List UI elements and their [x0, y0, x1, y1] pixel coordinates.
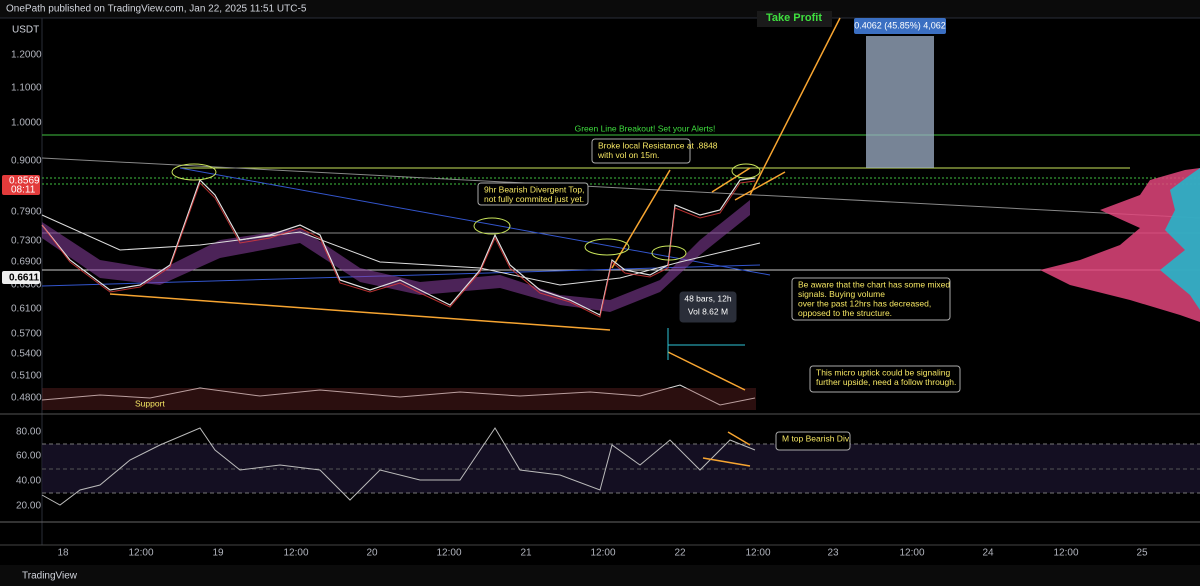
annotation-text: Vol 8.62 M: [688, 306, 728, 316]
time-label: 23: [827, 548, 839, 559]
trend-line: [41, 157, 1200, 219]
annotation-text: further upside, need a follow through.: [816, 377, 956, 387]
price-label: 0.4800: [11, 393, 42, 404]
time-label: 19: [212, 548, 224, 559]
time-label: 18: [57, 548, 69, 559]
header-text: OnePath published on TradingView.com, Ja…: [6, 4, 307, 15]
annotation-text: Green Line Breakout! Set your Alerts!: [575, 123, 716, 133]
price-label: 0.6900: [11, 257, 42, 268]
tp-label-bg: [757, 11, 832, 27]
annotation-text: 48 bars, 12h: [684, 293, 732, 303]
annotation-text: Be aware that the chart has some mixed: [798, 279, 950, 289]
annotation-text: Support: [135, 398, 165, 408]
rsi-label: 20.00: [16, 501, 41, 512]
rsi-line: [41, 427, 756, 506]
measure-bg: [854, 18, 946, 34]
price-label: 0.5700: [11, 329, 42, 340]
rsi-label: 80.00: [16, 427, 41, 438]
time-label: 12:00: [283, 548, 308, 559]
rsi-label: 60.00: [16, 451, 41, 462]
annotation-box: [775, 431, 851, 451]
price-label: 0.7900: [11, 207, 42, 218]
time-label: 12:00: [436, 548, 461, 559]
trend-line: [179, 167, 771, 276]
badge-text: 0.8569: [9, 176, 40, 187]
annotation-box: [679, 291, 737, 323]
annotation-text: not fully commited just yet.: [484, 194, 584, 204]
badge-text: 0.6611: [9, 273, 39, 284]
annotation-box: [477, 182, 589, 206]
annotation-text: over the past 12hrs has decreased,: [798, 298, 931, 308]
price-label: 0.5100: [11, 371, 42, 382]
footer-brand: TradingView: [22, 571, 78, 582]
price-label: 1.1000: [11, 83, 42, 94]
volume-ma: [41, 384, 756, 406]
moving-average: [41, 214, 761, 286]
price-label: 0.9000: [11, 156, 42, 167]
annotation-text: signals. Buying volume: [798, 289, 885, 299]
volume-bars: [42, 388, 756, 410]
annotation-text: Broke local Resistance at .8848: [598, 140, 718, 150]
volume-trend: [667, 351, 746, 391]
annotation-text: with vol on 15m.: [597, 150, 659, 160]
time-label: 20: [366, 548, 378, 559]
price-label: 1.0000: [11, 118, 42, 129]
measure: 0.4062 (45.85%) 4,062: [854, 20, 946, 30]
price-label: 0.6100: [11, 304, 42, 315]
price-line: [41, 180, 756, 318]
time-label: 21: [520, 548, 532, 559]
price-label: 0.5400: [11, 349, 42, 360]
target-box: [866, 36, 934, 168]
time-label: 22: [674, 548, 686, 559]
badge-text: 08:11: [11, 185, 36, 196]
time-label: 12:00: [745, 548, 770, 559]
price-label: 0.7300: [11, 236, 42, 247]
top-bar: [0, 0, 1200, 18]
annotation-box: [791, 277, 951, 321]
projection-line: [749, 17, 841, 196]
annotation-text: 9hr Bearish Divergent Top,: [484, 184, 584, 194]
rsi-label: 40.00: [16, 476, 41, 487]
rsi-trend: [702, 457, 751, 467]
annotation-text: M top Bearish Div.: [782, 433, 851, 443]
annotation-text: This micro uptick could be signaling: [816, 367, 950, 377]
time-label: 12:00: [1053, 548, 1078, 559]
currency: USDT: [12, 25, 39, 36]
time-label: 12:00: [899, 548, 924, 559]
support-line: [109, 293, 611, 331]
footer-bar: [0, 565, 1200, 586]
annotation-text: opposed to the structure.: [798, 308, 892, 318]
annotation-box: [809, 365, 961, 393]
price-label: 1.2000: [11, 50, 42, 61]
volume-profile: [1160, 168, 1200, 310]
rsi-trend: [727, 431, 751, 446]
highlight-ellipses: [171, 163, 761, 261]
time-label: 24: [982, 548, 994, 559]
channel-line: [711, 167, 751, 193]
ma-band: [42, 200, 750, 312]
annotation-box: [591, 138, 691, 164]
time-label: 25: [1136, 548, 1148, 559]
price-label: 0.6300: [11, 280, 42, 291]
badge: [2, 271, 40, 284]
time-label: 12:00: [590, 548, 615, 559]
time-label: 12:00: [128, 548, 153, 559]
volume-profile: [1040, 168, 1200, 322]
take-profit: Take Profit: [766, 12, 822, 24]
badge: [2, 175, 40, 195]
projection-line: [611, 169, 671, 269]
channel-line: [734, 171, 786, 201]
